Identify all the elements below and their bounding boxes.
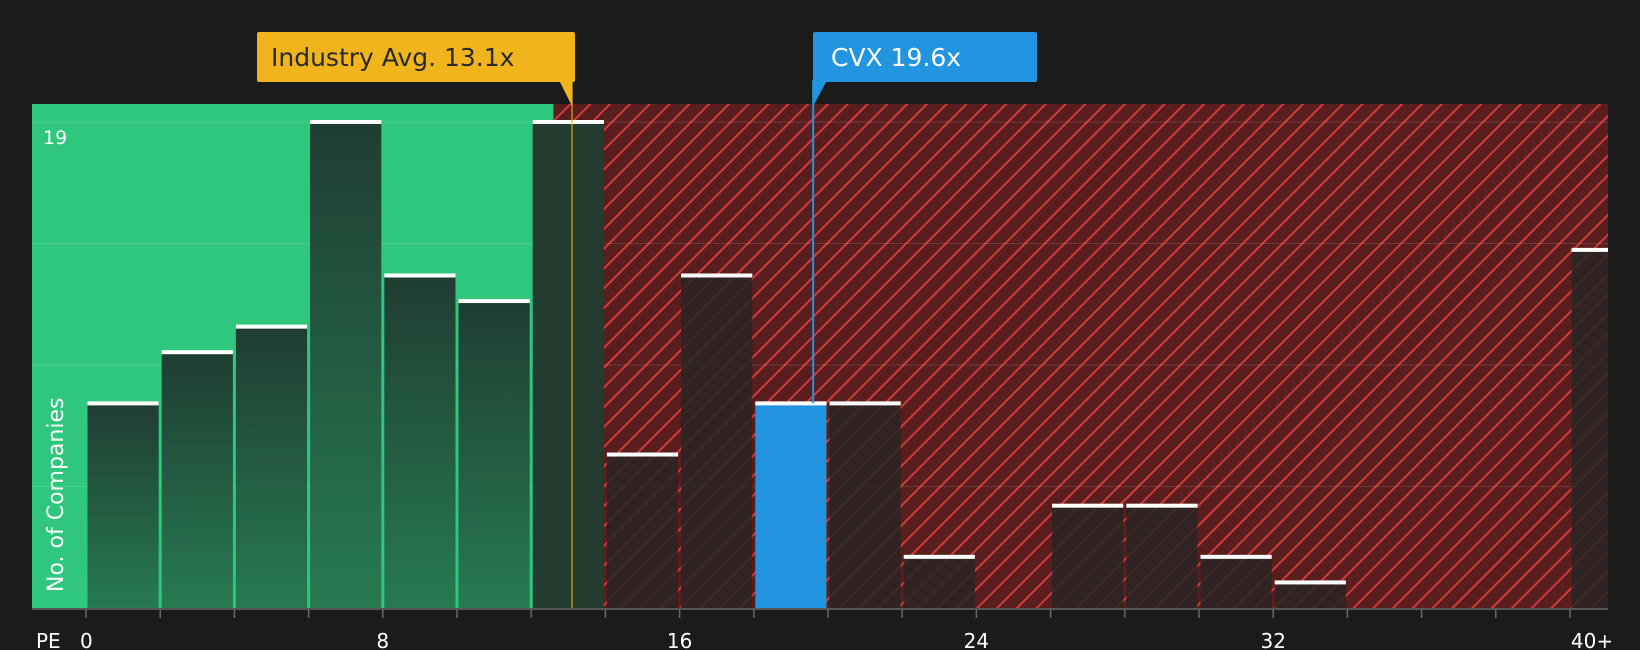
bar-cap — [1571, 247, 1608, 252]
company-pointer — [813, 82, 827, 106]
industry-avg-callout — [257, 32, 575, 82]
bar-company — [755, 403, 827, 608]
bar-cap — [1274, 580, 1346, 585]
bar — [161, 352, 233, 608]
bar-cap — [829, 401, 901, 406]
bar-cap — [87, 401, 159, 406]
bar — [1274, 582, 1346, 608]
x-tick-label: 40+ — [1571, 629, 1613, 650]
bar — [87, 403, 159, 608]
bar-cap — [235, 324, 308, 329]
bar-cap — [606, 452, 679, 457]
bar — [235, 326, 308, 608]
bar — [384, 275, 456, 608]
bar-cap — [755, 401, 827, 406]
bar — [532, 122, 604, 608]
bar-cap — [384, 273, 456, 278]
bar — [903, 556, 975, 608]
bar — [1571, 249, 1608, 609]
bar-cap — [310, 120, 382, 124]
bar — [606, 454, 679, 608]
bar — [310, 122, 382, 608]
bar-cap — [903, 554, 975, 559]
industry-avg-pointer — [560, 82, 573, 106]
bar-cap — [161, 350, 233, 355]
x-tick-label: 24 — [964, 629, 989, 650]
x-tick-label: 0 — [80, 629, 93, 650]
x-tick-label: 32 — [1260, 629, 1285, 650]
bar-cap — [1126, 503, 1198, 508]
bar — [1200, 556, 1272, 608]
bar-cap — [458, 299, 530, 304]
x-tick-label: 16 — [667, 629, 692, 650]
x-axis-label: PE — [36, 629, 61, 650]
bar-cap — [532, 120, 604, 124]
company-callout — [813, 32, 1037, 82]
bar — [1126, 505, 1198, 608]
y-axis-label: No. of Companies — [44, 398, 69, 592]
company-label: CVX 19.6x — [831, 43, 961, 72]
industry-avg-label: Industry Avg. 13.1x — [271, 43, 514, 72]
bar-cap — [681, 273, 753, 278]
bar — [458, 301, 530, 608]
bar — [1052, 505, 1124, 608]
bar — [829, 403, 901, 608]
y-max-label: 19 — [43, 127, 67, 149]
bar — [681, 275, 753, 608]
x-tick-label: 8 — [376, 629, 389, 650]
bar-cap — [1052, 503, 1124, 508]
bar-cap — [1200, 554, 1272, 559]
